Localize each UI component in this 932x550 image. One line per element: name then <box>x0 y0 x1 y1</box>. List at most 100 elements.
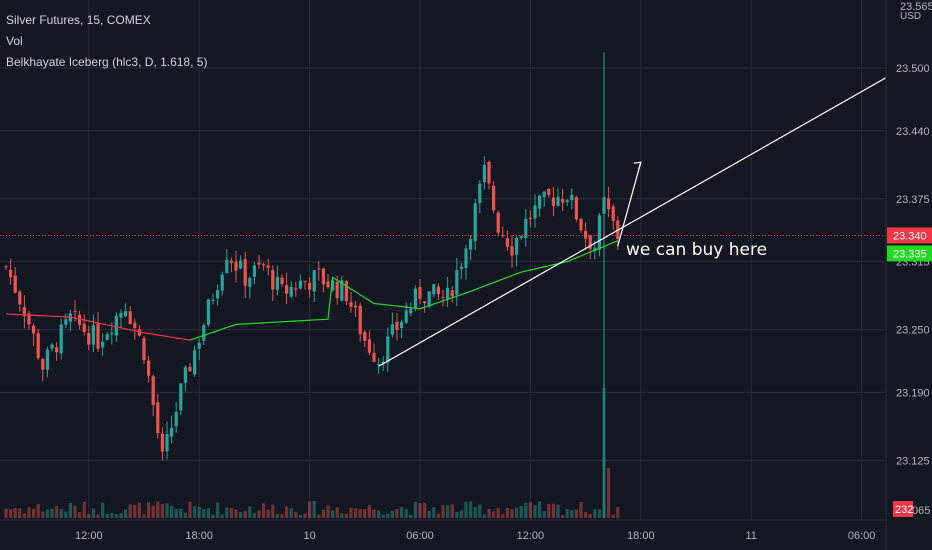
candle-body[interactable] <box>482 164 486 183</box>
candle-body[interactable] <box>331 280 335 291</box>
candle-body[interactable] <box>101 341 105 348</box>
candle-body[interactable] <box>519 236 523 239</box>
candle-body[interactable] <box>556 196 560 206</box>
candle-body[interactable] <box>13 275 17 293</box>
candle-body[interactable] <box>579 218 583 231</box>
candle-body[interactable] <box>321 268 325 285</box>
candle-body[interactable] <box>565 200 569 202</box>
candle-body[interactable] <box>64 319 68 325</box>
candle-body[interactable] <box>197 342 201 349</box>
candle-body[interactable] <box>257 262 261 265</box>
candle-body[interactable] <box>234 261 238 271</box>
candle-body[interactable] <box>547 188 551 196</box>
candle-body[interactable] <box>533 205 537 219</box>
candle-body[interactable] <box>114 315 118 336</box>
candle-body[interactable] <box>170 427 174 437</box>
candle-body[interactable] <box>312 270 316 292</box>
candle-body[interactable] <box>41 358 45 370</box>
candle-body[interactable] <box>110 332 114 334</box>
candle-body[interactable] <box>271 270 275 290</box>
candle-body[interactable] <box>446 287 450 299</box>
candle-body[interactable] <box>193 350 197 375</box>
candle-body[interactable] <box>469 239 473 250</box>
candle-body[interactable] <box>156 402 160 434</box>
candle-body[interactable] <box>363 331 367 342</box>
candle-body[interactable] <box>570 194 574 201</box>
candle-body[interactable] <box>27 313 31 325</box>
candle-body[interactable] <box>358 305 362 335</box>
arrow-line[interactable] <box>617 162 642 247</box>
candle-body[interactable] <box>487 161 491 184</box>
candle-body[interactable] <box>45 349 49 370</box>
candle-body[interactable] <box>137 329 141 336</box>
candle-body[interactable] <box>216 290 220 299</box>
candle-body[interactable] <box>248 278 252 287</box>
candle-body[interactable] <box>427 291 431 307</box>
candle-body[interactable] <box>202 325 206 341</box>
candle-body[interactable] <box>607 198 611 210</box>
candle-body[interactable] <box>436 286 440 294</box>
candle-body[interactable] <box>262 264 266 266</box>
candle-body[interactable] <box>9 269 13 278</box>
candle-body[interactable] <box>275 276 279 290</box>
candle-body[interactable] <box>78 314 82 325</box>
candle-body[interactable] <box>464 248 468 269</box>
candle-body[interactable] <box>450 290 454 297</box>
candle-body[interactable] <box>349 302 353 307</box>
candle-body[interactable] <box>597 215 601 250</box>
candle-body[interactable] <box>372 353 376 362</box>
legend-symbol[interactable]: Silver Futures, 15, COMEX <box>6 13 151 27</box>
candle-body[interactable] <box>561 199 565 203</box>
candle-body[interactable] <box>510 246 514 256</box>
candle-body[interactable] <box>367 339 371 353</box>
legend-volume[interactable]: Vol <box>6 34 23 48</box>
candle-body[interactable] <box>308 282 312 290</box>
candle-body[interactable] <box>206 299 210 325</box>
candle-body[interactable] <box>119 312 123 318</box>
candle-body[interactable] <box>73 310 77 312</box>
candle-body[interactable] <box>551 197 555 206</box>
candle-body[interactable] <box>160 433 164 452</box>
candle-body[interactable] <box>22 307 26 317</box>
candle-body[interactable] <box>574 197 578 220</box>
candle-body[interactable] <box>386 336 390 363</box>
candle-body[interactable] <box>91 325 95 345</box>
candle-body[interactable] <box>165 433 169 452</box>
candle-body[interactable] <box>280 277 284 285</box>
candle-body[interactable] <box>294 288 298 290</box>
candle-body[interactable] <box>542 191 546 198</box>
candle-body[interactable] <box>584 230 588 239</box>
trendline[interactable] <box>378 62 913 367</box>
candle-body[interactable] <box>298 280 302 289</box>
candle-body[interactable] <box>459 266 463 270</box>
candle-body[interactable] <box>455 270 459 295</box>
candle-body[interactable] <box>303 280 307 282</box>
candle-body[interactable] <box>133 322 137 329</box>
candle-body[interactable] <box>377 363 381 365</box>
candle-body[interactable] <box>524 218 528 238</box>
candle-body[interactable] <box>36 333 40 359</box>
candle-body[interactable] <box>496 212 500 233</box>
candle-body[interactable] <box>87 332 91 345</box>
candle-body[interactable] <box>501 235 505 237</box>
candle-body[interactable] <box>174 411 178 427</box>
candle-body[interactable] <box>239 260 243 269</box>
candle-body[interactable] <box>124 311 128 317</box>
candle-body[interactable] <box>128 311 132 325</box>
candle-body[interactable] <box>147 360 151 376</box>
candle-body[interactable] <box>266 265 270 268</box>
candle-body[interactable] <box>335 281 339 298</box>
candle-body[interactable] <box>611 206 615 221</box>
candle-body[interactable] <box>18 291 22 305</box>
candle-body[interactable] <box>220 274 224 291</box>
candle-body[interactable] <box>478 183 482 203</box>
candle-body[interactable] <box>55 347 59 353</box>
candle-body[interactable] <box>538 195 542 209</box>
candle-body[interactable] <box>528 217 532 219</box>
candle-body[interactable] <box>400 321 404 328</box>
candle-body[interactable] <box>344 281 348 302</box>
annotation-text[interactable]: we can buy here <box>626 240 768 260</box>
candle-body[interactable] <box>32 325 36 334</box>
candle-body[interactable] <box>409 308 413 314</box>
candle-body[interactable] <box>418 287 422 299</box>
